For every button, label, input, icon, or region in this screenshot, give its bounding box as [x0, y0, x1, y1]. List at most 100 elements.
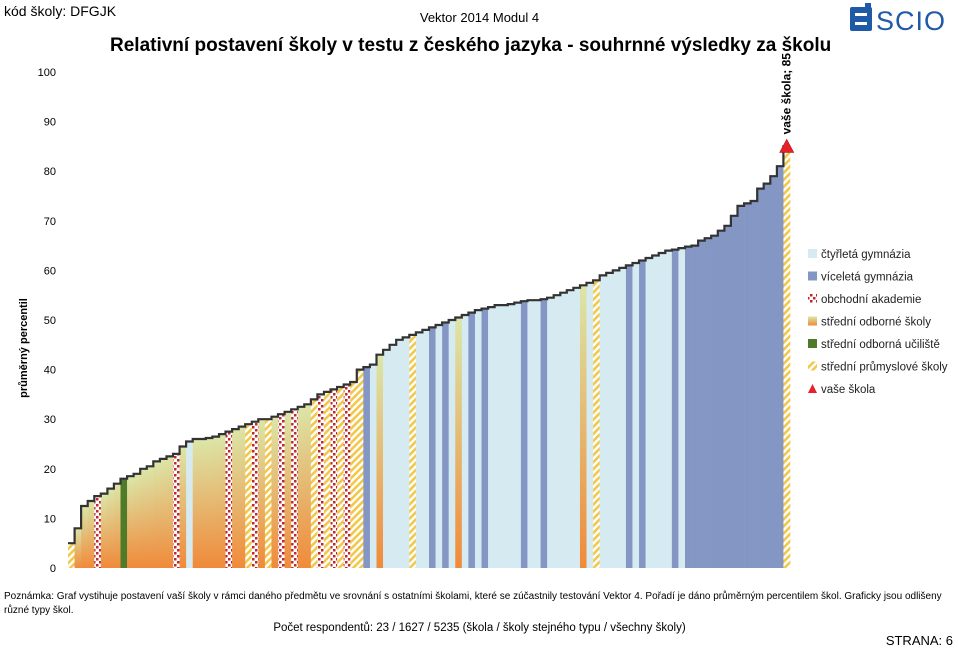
bar-sos	[284, 411, 292, 568]
page-number: STRANA: 6	[885, 633, 953, 648]
chart-title: Relativní postavení školy v testu z česk…	[110, 35, 832, 56]
bar-gv	[684, 246, 692, 568]
bar-oa	[343, 384, 351, 568]
bar-gv	[698, 240, 705, 568]
bar-sos	[238, 426, 246, 568]
bar-oa	[94, 496, 102, 568]
bar-sos	[127, 476, 134, 568]
bar-sos	[271, 416, 279, 568]
bar-g4	[435, 324, 443, 568]
bar-g4	[573, 287, 581, 568]
bar-sos	[376, 354, 384, 568]
legend-swatch-gv	[808, 271, 817, 281]
bar-gv	[711, 235, 719, 568]
legend-swatch-sos	[808, 316, 817, 326]
bar-sps	[264, 419, 272, 568]
scio-logo-icon: SCIO	[850, 3, 945, 36]
bar-gv	[520, 301, 528, 568]
bar-sos	[74, 528, 82, 568]
bar-g4	[612, 270, 620, 568]
bar-oa	[225, 431, 233, 568]
own-school-triangle	[779, 138, 795, 153]
y-tick-label: 50	[44, 315, 56, 327]
legend-label-g4: čtyřletá gymnázia	[821, 249, 911, 261]
y-tick-label: 60	[44, 265, 56, 277]
own-school-marker: vaše škola; 85	[779, 53, 795, 153]
y-axis-label: průměrný percentil	[18, 298, 30, 398]
y-tick-label: 0	[50, 563, 56, 575]
legend-label-own: vaše škola	[821, 384, 876, 396]
bar-sos	[159, 458, 167, 568]
bar-g4	[415, 332, 423, 568]
bar-oa	[317, 394, 325, 568]
legend-swatch-oa	[808, 294, 817, 303]
legend: čtyřletá gymnázia víceletá gymnázia obchod…	[808, 249, 948, 396]
legend-label-sos: střední odborné školy	[821, 317, 931, 329]
bar-sos	[232, 429, 239, 568]
bar-sos	[455, 317, 463, 568]
bar-sos	[179, 446, 187, 568]
bar-gv	[717, 230, 725, 568]
bar-sos	[205, 438, 213, 568]
bar-sps	[68, 543, 75, 568]
bar-sps	[310, 399, 318, 568]
bar-g4	[494, 305, 502, 568]
bar-g4	[488, 307, 495, 568]
bar-sos	[579, 285, 587, 568]
bar-gv	[776, 166, 784, 569]
bar-sos	[199, 439, 207, 568]
legend-label-sps: střední průmyslové školy	[821, 362, 948, 374]
legend-swatch-own	[808, 384, 817, 393]
bar-g4	[501, 305, 509, 568]
bar-gv	[625, 265, 633, 568]
bar-gv	[770, 176, 778, 568]
bar-sos	[87, 501, 95, 568]
bar-g4	[619, 267, 627, 568]
bar-sos	[113, 483, 121, 568]
bar-gv	[750, 200, 758, 568]
bar-sos	[153, 461, 161, 568]
bar-sos	[133, 473, 141, 568]
bar-oa	[251, 421, 259, 568]
y-tick-label: 40	[44, 365, 56, 377]
bar-sps	[783, 146, 791, 568]
bar-g4	[566, 290, 574, 568]
bar-g4	[632, 262, 640, 568]
bar-gv	[671, 249, 679, 568]
y-tick-label: 30	[44, 414, 56, 426]
legend-swatch-sps	[808, 361, 817, 371]
bar-g4	[553, 295, 561, 568]
respondents-count: Počet respondentů: 23 / 1627 / 5235 (ško…	[273, 622, 686, 634]
bar-sos	[304, 404, 312, 568]
bar-g4	[461, 315, 469, 568]
percentile-outline	[68, 145, 790, 545]
bar-g4	[606, 272, 614, 568]
bar-sou	[120, 478, 128, 568]
y-tick-label: 90	[44, 117, 56, 129]
scio-logo-dot	[865, 3, 871, 9]
bar-g4	[547, 297, 555, 568]
bar-sps	[593, 280, 600, 568]
y-ticks: 0 10 20 30 40 50 60 70 80 90 100	[38, 67, 56, 575]
bar-g4	[560, 292, 568, 568]
bar-gv	[442, 322, 449, 568]
bar-oa	[278, 414, 285, 568]
bar-gv	[763, 183, 771, 568]
bar-g4	[383, 349, 390, 568]
legend-swatch-g4	[808, 249, 817, 258]
bar-g4	[658, 253, 666, 569]
legend-label-gv: víceletá gymnázia	[821, 272, 914, 284]
bar-g4	[507, 304, 515, 568]
bar-gv	[730, 215, 738, 568]
bar-sos	[192, 439, 200, 568]
bar-g4	[586, 282, 594, 568]
bar-sos	[258, 419, 266, 568]
bar-gv	[691, 245, 699, 568]
bar-g4	[369, 364, 377, 568]
bar-oa	[173, 453, 180, 568]
bar-gv	[468, 312, 476, 568]
bar-g4	[514, 302, 522, 568]
bar-sos	[140, 468, 148, 568]
bars	[68, 146, 791, 569]
bar-sps	[323, 391, 331, 568]
